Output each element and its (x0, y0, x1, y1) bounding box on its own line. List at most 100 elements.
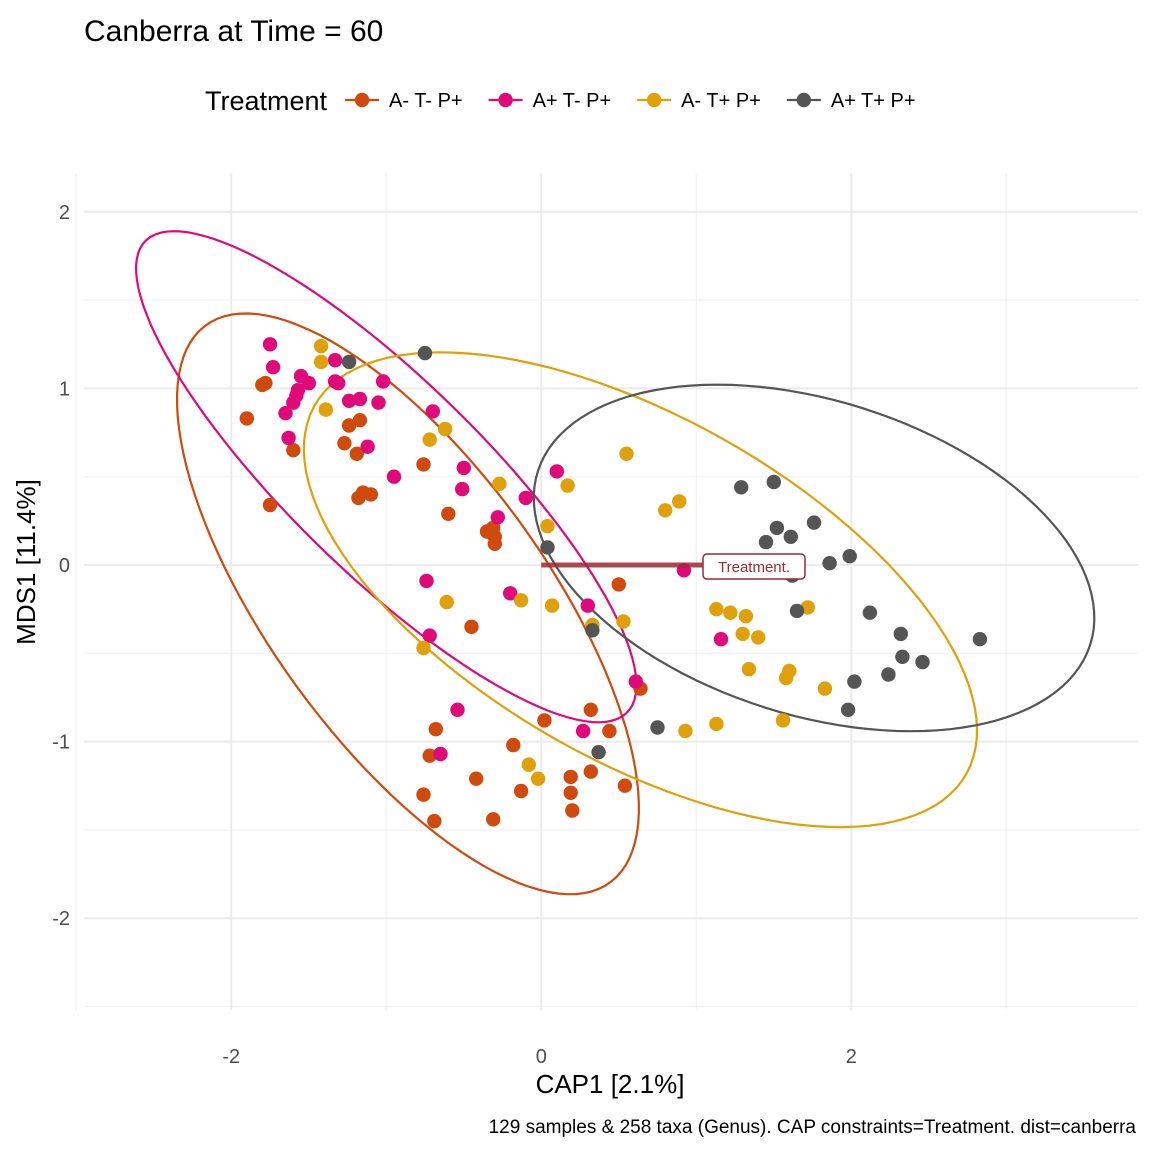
data-point (769, 520, 785, 536)
x-tick-label: 0 (536, 1046, 547, 1068)
data-point (239, 411, 254, 426)
data-point (741, 662, 757, 677)
constraint-label: Treatment. (718, 559, 790, 576)
data-point (530, 771, 546, 786)
data-point (734, 480, 749, 495)
x-tick-label: -2 (222, 1046, 240, 1068)
data-point (371, 395, 386, 410)
y-tick-label: -2 (52, 908, 70, 930)
ellipse-a-t-p- (302, 351, 979, 829)
data-point (840, 702, 856, 717)
grid (75, 173, 1138, 1010)
data-point (735, 626, 750, 642)
legend: Treatment A- T- P+ A+ T- P+ A- T+ P+ A+ T+ … (205, 86, 916, 116)
chart-caption: 129 samples & 258 taxa (Genus). CAP cons… (489, 1117, 1137, 1138)
data-point (313, 354, 329, 370)
data-point (789, 603, 805, 619)
data-point (386, 469, 402, 484)
data-point (611, 577, 626, 592)
data-point (281, 430, 296, 446)
data-point (915, 654, 930, 670)
data-point (591, 745, 606, 760)
data-point (713, 632, 729, 647)
data-point (580, 598, 595, 613)
data-point (422, 748, 437, 763)
legend-key-dot (354, 92, 370, 108)
data-point (363, 487, 378, 502)
data-point (258, 375, 273, 391)
data-point (341, 418, 357, 433)
data-point (450, 702, 465, 717)
y-tick-label: 2 (59, 202, 70, 224)
data-point (455, 481, 470, 497)
data-point (513, 593, 529, 608)
data-point (341, 354, 357, 370)
data-point (419, 573, 434, 589)
data-point (262, 337, 278, 352)
data-point (375, 374, 391, 389)
data-point (313, 338, 329, 354)
data-point (518, 490, 533, 506)
data-point (428, 722, 443, 737)
data-point (617, 778, 633, 793)
data-point (286, 443, 301, 458)
data-point (490, 510, 505, 525)
data-point (513, 783, 529, 799)
data-point (723, 605, 738, 620)
data-point (439, 594, 454, 610)
data-point (422, 432, 437, 447)
data-point (437, 421, 453, 437)
ellipse-a-t-p- (134, 230, 638, 724)
chart-title: Canberra at Time = 60 (84, 15, 383, 48)
data-point (341, 393, 357, 408)
data-point (422, 628, 437, 643)
data-point (537, 713, 552, 728)
data-point (822, 556, 837, 571)
ellipse-a-t-p- (176, 312, 640, 896)
data-point (565, 803, 580, 818)
data-point (278, 406, 293, 421)
data-point (893, 626, 908, 642)
data-point (486, 812, 501, 827)
data-point (456, 460, 471, 476)
data-point (658, 503, 673, 518)
data-point (751, 630, 766, 645)
data-point (616, 614, 631, 629)
data-point (585, 623, 600, 638)
legend-items: A- T- P+ A+ T- P+ A- T+ P+ A+ T+ P+ (345, 90, 916, 112)
data-point (540, 540, 555, 555)
data-point (360, 439, 375, 454)
data-point (417, 345, 433, 361)
data-point (575, 723, 591, 739)
data-point (709, 716, 724, 732)
legend-label: A- T- P+ (389, 90, 463, 112)
data-point (563, 769, 578, 785)
data-point (540, 519, 555, 534)
legend-key-dot (646, 92, 662, 108)
legend-item: A- T+ P+ (637, 90, 761, 112)
y-tick-label: 1 (59, 378, 70, 400)
legend-label: A+ T- P+ (533, 90, 612, 112)
data-point (301, 375, 316, 391)
legend-item: A+ T+ P+ (786, 90, 916, 112)
data-point (862, 605, 878, 620)
data-point (628, 674, 643, 689)
data-point (782, 663, 797, 679)
data-point (583, 702, 598, 717)
data-point (416, 457, 431, 472)
data-point (290, 383, 306, 398)
data-point (709, 602, 724, 617)
data-point (817, 681, 833, 696)
legend-key-dot (498, 92, 513, 108)
data-point (619, 446, 634, 461)
data-point (425, 404, 440, 419)
ellipse-a-t-p- (532, 383, 1096, 733)
constraint-arrow-layer: Treatment. (541, 553, 806, 580)
data-point (549, 464, 564, 479)
data-point (678, 723, 693, 739)
data-points (239, 337, 988, 829)
legend-label: A+ T+ P+ (831, 90, 916, 112)
data-point (331, 375, 346, 391)
data-point (349, 446, 364, 461)
